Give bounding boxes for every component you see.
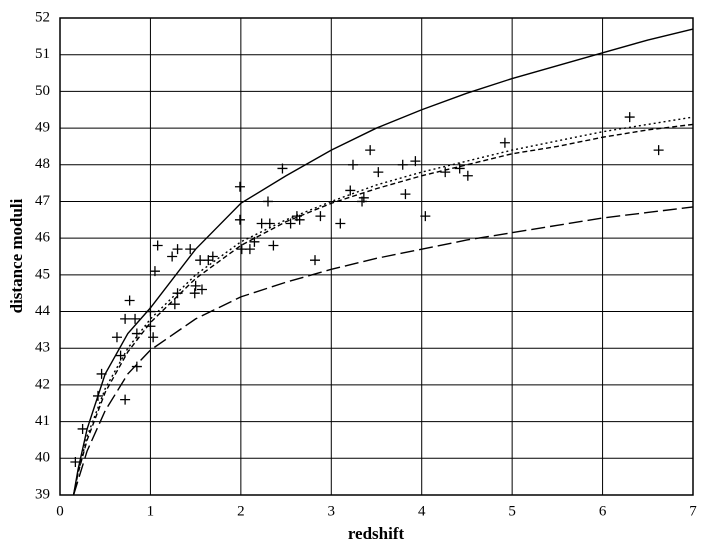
- data-point: [244, 244, 255, 255]
- plot-frame: [59, 17, 694, 496]
- data-point: [234, 181, 245, 192]
- data-point: [294, 214, 305, 225]
- x-tick-label: 1: [147, 503, 155, 519]
- data-point: [111, 332, 122, 343]
- data-point: [420, 211, 431, 222]
- x-tick-label: 5: [508, 503, 516, 519]
- data-point: [335, 218, 346, 229]
- data-point: [397, 159, 408, 170]
- y-tick-label: 43: [35, 340, 50, 356]
- data-point: [373, 167, 384, 178]
- x-tick-label: 0: [56, 503, 64, 519]
- data-point: [262, 196, 273, 207]
- curve: [72, 206, 694, 496]
- y-tick-label: 49: [35, 120, 50, 136]
- y-tick-label: 47: [35, 193, 51, 209]
- data-point: [169, 299, 180, 310]
- data-point: [152, 240, 163, 251]
- y-tick-label: 48: [35, 156, 50, 172]
- y-tick-label: 51: [35, 46, 50, 62]
- y-tick-label: 52: [35, 9, 50, 25]
- data-point: [77, 423, 88, 434]
- data-point: [207, 251, 218, 262]
- data-point: [358, 192, 369, 203]
- data-point: [277, 163, 288, 174]
- data-point: [172, 244, 183, 255]
- data-point: [148, 332, 159, 343]
- data-point: [120, 313, 131, 324]
- data-point: [310, 255, 321, 266]
- y-tick-label: 46: [35, 230, 51, 246]
- data-point: [145, 321, 156, 332]
- x-tick-label: 4: [418, 503, 426, 519]
- data-point: [172, 288, 183, 299]
- data-point: [454, 163, 465, 174]
- curve: [72, 123, 694, 496]
- data-point: [624, 112, 635, 123]
- y-tick-label: 42: [35, 376, 50, 392]
- x-tick-label: 3: [328, 503, 336, 519]
- data-point: [345, 185, 356, 196]
- data-point: [167, 251, 178, 262]
- y-tick-label: 44: [35, 303, 51, 319]
- data-point: [124, 295, 135, 306]
- x-axis-label: redshift: [348, 524, 405, 543]
- data-point: [131, 328, 142, 339]
- data-point: [499, 137, 510, 148]
- x-tick-label: 2: [237, 503, 245, 519]
- x-tick-label: 7: [689, 503, 697, 519]
- data-point: [196, 284, 207, 295]
- data-point: [315, 211, 326, 222]
- data-point: [462, 170, 473, 181]
- data-point: [347, 159, 358, 170]
- data-point: [145, 306, 156, 317]
- data-point: [234, 214, 245, 225]
- data-point: [268, 240, 279, 251]
- x-tick-label: 6: [599, 503, 607, 519]
- y-tick-label: 41: [35, 413, 50, 429]
- y-tick-label: 39: [35, 486, 50, 502]
- data-point: [365, 145, 376, 156]
- data-point: [92, 390, 103, 401]
- data-point: [70, 456, 81, 467]
- data-point: [249, 236, 260, 247]
- data-point: [440, 167, 451, 178]
- data-point: [285, 218, 296, 229]
- data-point: [120, 394, 131, 405]
- data-point: [400, 189, 411, 200]
- data-point: [115, 350, 126, 361]
- data-point: [131, 361, 142, 372]
- y-tick-label: 40: [35, 450, 50, 466]
- y-axis-label: distance moduli: [7, 198, 26, 313]
- data-point: [185, 244, 196, 255]
- data-point: [96, 368, 107, 379]
- data-point: [149, 266, 160, 277]
- data-point: [189, 288, 200, 299]
- data-point: [190, 280, 201, 291]
- curve: [72, 28, 694, 496]
- data-point: [653, 145, 664, 156]
- y-tick-label: 45: [35, 266, 50, 282]
- data-point: [130, 313, 141, 324]
- data-point: [410, 156, 421, 167]
- y-tick-label: 50: [35, 83, 50, 99]
- data-point: [264, 218, 275, 229]
- curve: [72, 116, 694, 496]
